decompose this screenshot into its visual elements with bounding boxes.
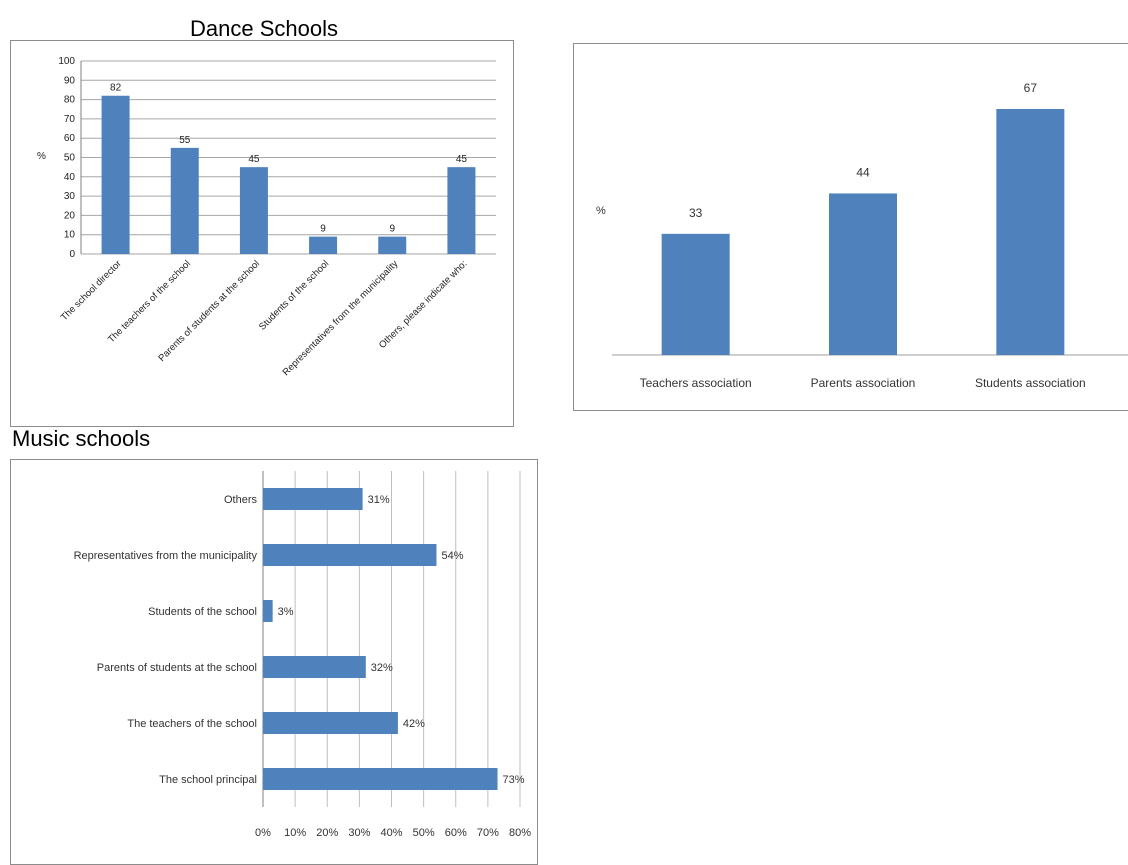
data-label: 3% (278, 606, 294, 618)
data-label: 45 (456, 154, 468, 165)
x-tick-label: 80% (509, 827, 531, 839)
bar (170, 147, 199, 254)
bar (661, 233, 730, 355)
data-label: 44 (856, 165, 870, 179)
dance-schools-title: Dance Schools (190, 16, 338, 41)
x-tick-label: 60% (445, 827, 467, 839)
bar (101, 95, 130, 254)
data-label: 67 (1024, 81, 1038, 95)
bar (829, 193, 897, 355)
bar (996, 109, 1065, 355)
data-label: 9 (320, 224, 326, 235)
y-tick-label: 50 (64, 153, 76, 164)
x-tick-label: 50% (413, 827, 435, 839)
x-tick-label: Students association (975, 376, 1086, 390)
y-tick-label: The school principal (159, 774, 257, 786)
data-label: 55 (179, 135, 191, 146)
x-tick-label: 0% (255, 827, 271, 839)
music-schools-title: Music schools (12, 426, 151, 451)
bar (263, 488, 363, 510)
bar (239, 167, 268, 254)
y-tick-label: Students of the school (148, 606, 257, 618)
y-tick-label: 60 (64, 133, 76, 144)
bar (263, 544, 437, 566)
bar (378, 236, 407, 254)
data-label: 31% (368, 494, 390, 506)
y-axis-label: % (37, 151, 46, 162)
y-tick-label: 0 (69, 249, 75, 260)
x-tick-label: 20% (316, 827, 338, 839)
music-schools-chart: 0% 10% 20% 30% 40% 50% 60% 70% 80% 31% Others 54% Re… (10, 459, 538, 865)
dance-schools-chart: 0 10 20 30 40 50 60 70 80 90 100% 82 The school dire… (10, 40, 514, 427)
music-schools-chart-svg: 0% 10% 20% 30% 40% 50% 60% 70% 80% 31% Others 54% Re… (74, 471, 531, 839)
y-axis-label: % (596, 205, 606, 217)
x-tick-label: 40% (380, 827, 402, 839)
x-tick-label: Representatives from the municipality (281, 258, 401, 378)
y-tick-label: 90 (64, 75, 76, 86)
bar (309, 236, 338, 254)
y-tick-label: 100 (58, 56, 75, 67)
y-tick-label: 30 (64, 191, 76, 202)
x-tick-label: The school director (59, 258, 124, 323)
data-label: 32% (371, 662, 393, 674)
data-label: 9 (389, 224, 395, 235)
x-tick-label: Parents association (811, 376, 916, 390)
x-tick-label: 10% (284, 827, 306, 839)
y-tick-label: Representatives from the municipality (74, 550, 258, 562)
y-tick-label: 70 (64, 114, 76, 125)
y-tick-label: 20 (64, 210, 76, 221)
x-tick-label: 30% (348, 827, 370, 839)
y-tick-label: The teachers of the school (127, 718, 257, 730)
y-tick-label: 10 (64, 230, 76, 241)
data-label: 54% (441, 550, 463, 562)
data-label: 33 (689, 206, 703, 220)
bar (263, 712, 398, 734)
bar (263, 768, 498, 790)
y-tick-label: 40 (64, 172, 76, 183)
data-label: 42% (403, 718, 425, 730)
bar (263, 600, 273, 622)
associations-chart-svg: % 33 Teachers association 44 Parents associa… (596, 81, 1128, 390)
bar (263, 656, 366, 678)
dance-schools-chart-svg: 0 10 20 30 40 50 60 70 80 90 100% 82 The school dire… (37, 56, 496, 378)
y-tick-label: Others (224, 494, 258, 506)
data-label: 45 (248, 154, 260, 165)
data-label: 73% (503, 774, 525, 786)
y-tick-label: 80 (64, 95, 76, 106)
data-label: 82 (110, 83, 122, 94)
y-tick-label: Parents of students at the school (97, 662, 257, 674)
associations-chart: % 33 Teachers association 44 Parents associa… (573, 43, 1128, 411)
x-tick-label: Students of the school (257, 258, 331, 332)
bar (447, 167, 476, 254)
x-tick-label: 70% (477, 827, 499, 839)
x-tick-label: Teachers association (640, 376, 752, 390)
